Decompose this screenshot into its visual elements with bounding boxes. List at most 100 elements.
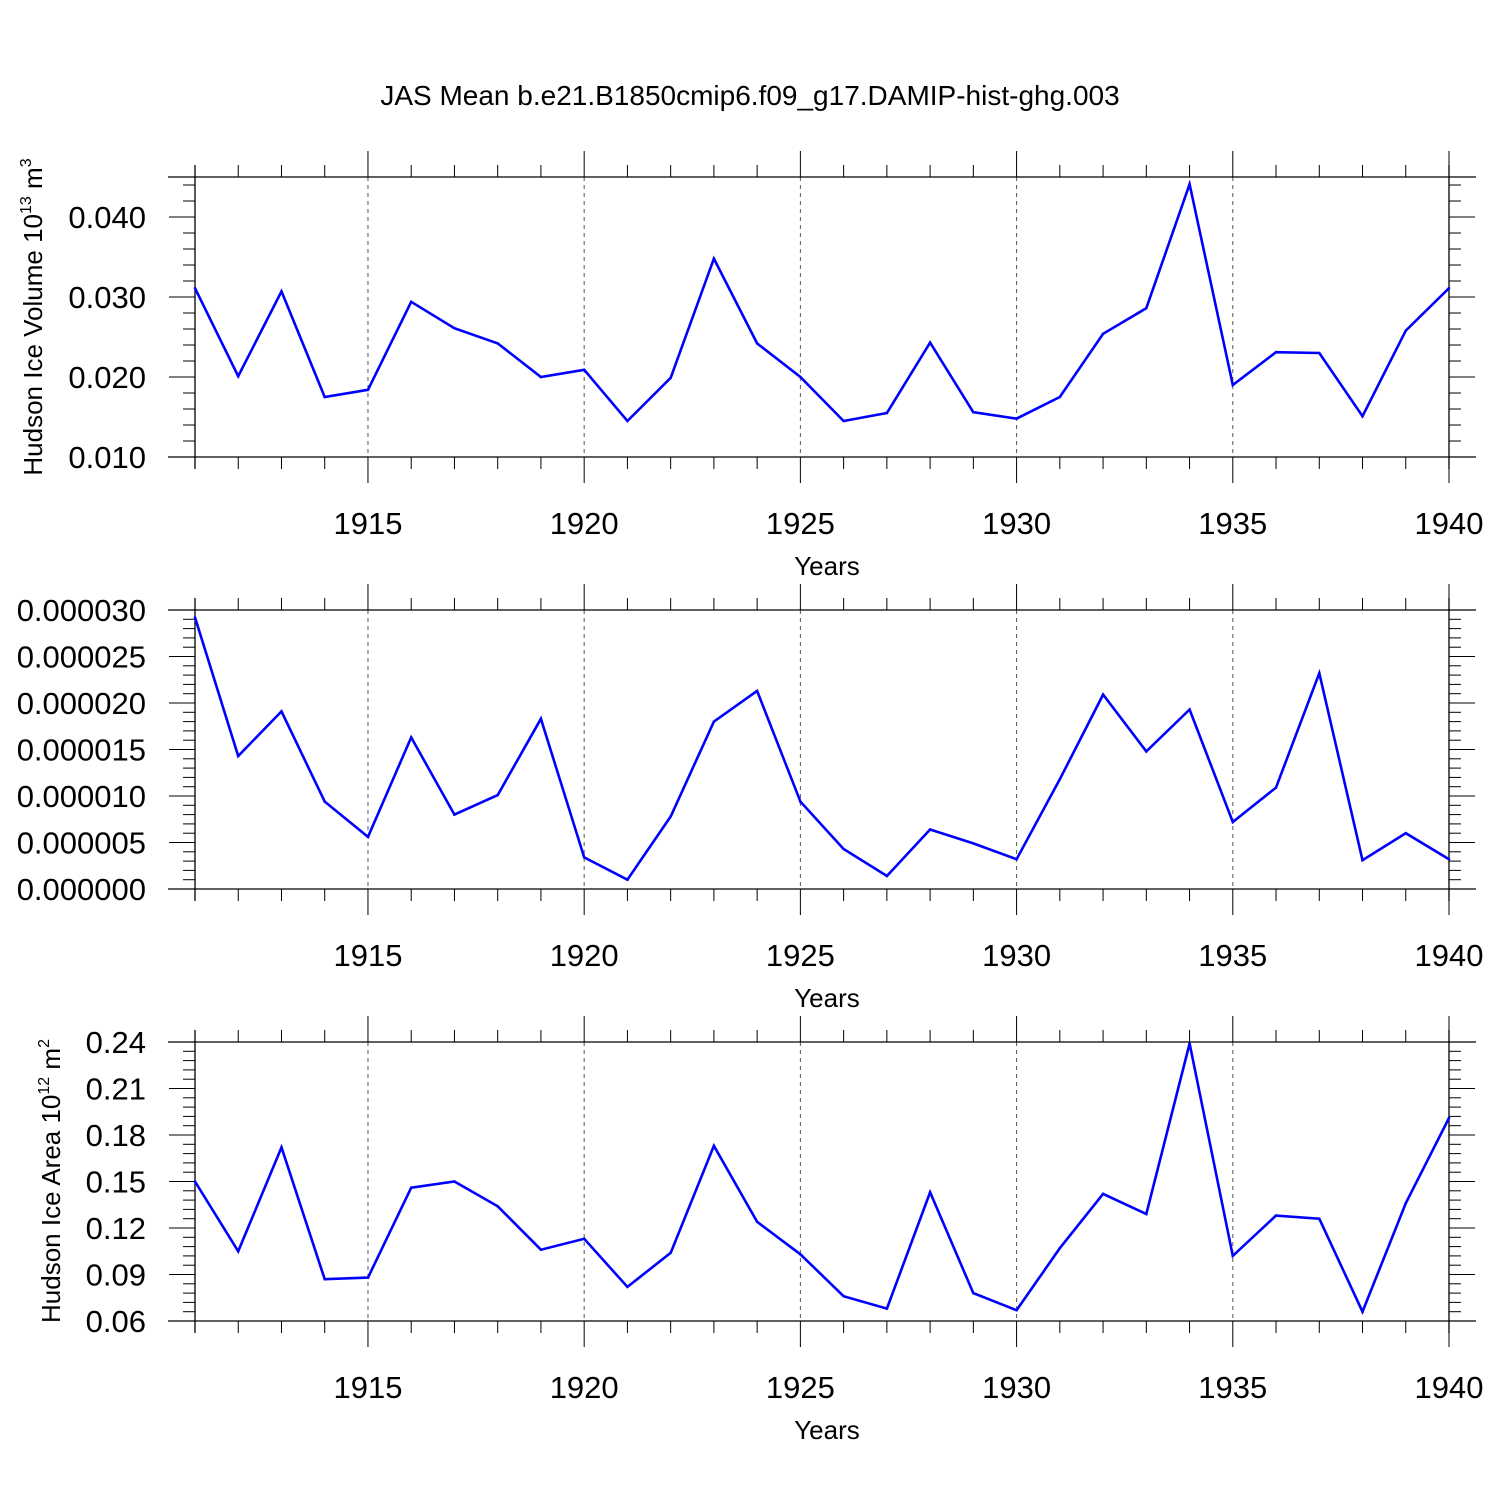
data-point xyxy=(1274,1214,1278,1217)
series-line-1 xyxy=(193,179,1450,423)
data-point xyxy=(1447,286,1451,290)
data-point xyxy=(323,395,327,399)
data-point xyxy=(842,419,845,423)
x-tick-label: 1925 xyxy=(766,1370,835,1405)
data-point xyxy=(193,616,197,619)
data-point xyxy=(1361,414,1364,418)
data-point xyxy=(712,257,716,260)
data-point xyxy=(1101,332,1105,336)
y-tick-label: 0.06 xyxy=(86,1304,146,1339)
x-tick-label: 1940 xyxy=(1415,1370,1484,1405)
data-point xyxy=(972,410,975,414)
y-tick-label: 0.000010 xyxy=(17,779,146,814)
y-tick-label: 0.020 xyxy=(68,360,146,395)
x-axis-title: Years xyxy=(794,983,860,1013)
chart-panels: 0.010 0.020 0.030 0.040 1915 1920 1925 1930 1935… xyxy=(17,151,1483,1445)
x-tick-label: 1935 xyxy=(1198,506,1267,541)
data-point xyxy=(1317,671,1321,675)
data-point xyxy=(280,1146,283,1149)
data-point xyxy=(1447,1116,1451,1120)
data-point xyxy=(1188,1042,1191,1045)
data-point xyxy=(539,717,543,721)
data-point xyxy=(669,376,672,380)
y-axis-title: Hudson Ice Area 1012 m2 xyxy=(36,1039,66,1323)
data-point xyxy=(799,375,802,379)
data-point xyxy=(1317,351,1321,355)
data-point xyxy=(453,813,456,816)
data-point xyxy=(236,1249,240,1253)
data-point xyxy=(1145,750,1148,753)
y-tick-label: 0.21 xyxy=(86,1072,146,1107)
data-point xyxy=(669,815,672,818)
figure-title: JAS Mean b.e21.B1850cmip6.f09_g17.DAMIP-… xyxy=(380,80,1119,111)
data-point xyxy=(928,1191,932,1194)
data-point xyxy=(1231,383,1235,387)
y-axis-title: Hudson Ice Volume 1013 m3 xyxy=(18,158,48,475)
x-tick-label: 1935 xyxy=(1198,938,1267,973)
x-tick-label: 1940 xyxy=(1415,506,1484,541)
data-point xyxy=(582,856,586,859)
series-line-2 xyxy=(193,617,1450,882)
data-point xyxy=(280,290,283,293)
y-tick-label: 0.040 xyxy=(68,200,146,235)
data-point xyxy=(496,1205,499,1208)
data-point xyxy=(280,710,283,713)
data-point xyxy=(1231,1254,1235,1258)
x-axis-title: Years xyxy=(794,1415,860,1445)
data-point xyxy=(323,800,327,803)
x-tick-label: 1930 xyxy=(982,1370,1051,1405)
data-point xyxy=(1231,820,1235,824)
data-point xyxy=(409,300,413,304)
data-point xyxy=(539,375,543,379)
x-tick-label: 1915 xyxy=(333,938,402,973)
data-point xyxy=(972,1291,975,1295)
data-point xyxy=(1188,708,1191,711)
data-point xyxy=(799,800,802,803)
y-tick-label: 0.000015 xyxy=(17,733,146,768)
y-tick-label: 0.000005 xyxy=(17,826,146,861)
data-point xyxy=(885,411,889,415)
data-point xyxy=(712,720,716,723)
y-tick-label: 0.18 xyxy=(86,1118,146,1153)
y-tick-label: 0.000030 xyxy=(17,593,146,628)
data-point xyxy=(409,1186,413,1189)
data-point xyxy=(582,368,586,372)
data-point xyxy=(1274,350,1278,354)
data-point xyxy=(236,374,240,378)
y-tick-label: 0.000000 xyxy=(17,872,146,907)
data-point xyxy=(799,1253,802,1256)
data-point xyxy=(1447,857,1451,861)
data-point xyxy=(1404,329,1408,332)
data-point xyxy=(1274,786,1278,789)
data-point xyxy=(626,878,629,881)
data-point xyxy=(626,419,629,423)
data-point xyxy=(453,1180,456,1183)
data-point xyxy=(1058,395,1062,399)
y-tick-label: 0.010 xyxy=(68,440,146,475)
data-point xyxy=(1188,182,1191,186)
chart-panel-3: 0.06 0.09 0.12 0.15 0.18 0.21 0.24 1915 1920 1925… xyxy=(36,1016,1483,1445)
data-point xyxy=(626,1285,629,1289)
data-point xyxy=(496,342,499,345)
y-tick-label: 0.15 xyxy=(86,1165,146,1200)
chart-panel-1: 0.010 0.020 0.030 0.040 1915 1920 1925 1930 1935… xyxy=(18,151,1483,581)
x-tick-label: 1920 xyxy=(550,1370,619,1405)
data-point xyxy=(409,736,413,739)
data-point xyxy=(323,1277,327,1281)
y-tick-label: 0.09 xyxy=(86,1258,146,1293)
x-tick-label: 1935 xyxy=(1198,1370,1267,1405)
data-point xyxy=(885,874,889,878)
data-point xyxy=(582,1237,586,1241)
y-tick-label: 0.000020 xyxy=(17,686,146,721)
data-point xyxy=(366,1276,370,1279)
data-point xyxy=(712,1144,716,1148)
data-point xyxy=(366,388,370,392)
chart-panel-2: 0.000000 0.000005 0.000010 0.000015 0.000020… xyxy=(17,584,1483,1013)
data-point xyxy=(755,342,759,345)
x-tick-label: 1915 xyxy=(333,1370,402,1405)
data-point xyxy=(1101,1192,1105,1196)
data-point xyxy=(366,835,370,839)
x-tick-label: 1915 xyxy=(333,506,402,541)
